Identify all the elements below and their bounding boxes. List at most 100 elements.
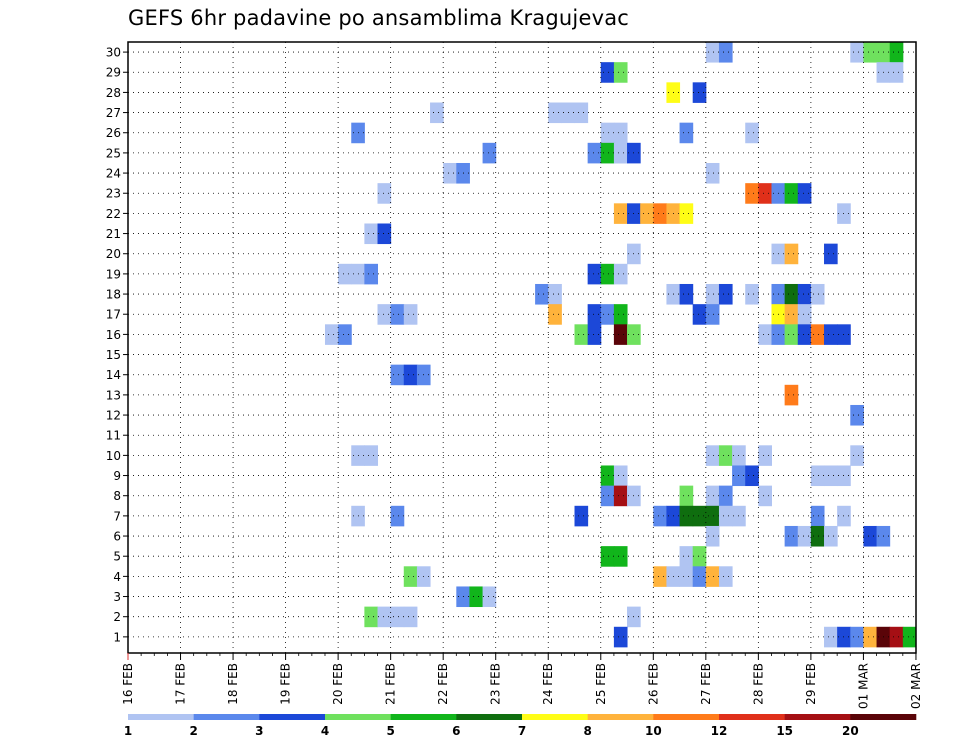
- heatmap-cell: [692, 505, 707, 527]
- heatmap-cell: [705, 505, 720, 527]
- heatmap-cell: [548, 102, 562, 124]
- legend-swatch: [850, 714, 917, 720]
- y-tick-label: 19: [106, 267, 121, 281]
- y-tick-label: 14: [106, 368, 121, 382]
- heatmap-cell: [613, 626, 628, 648]
- y-tick-label: 29: [106, 66, 121, 80]
- heatmap-cell: [653, 203, 667, 224]
- heatmap-cell: [390, 606, 405, 628]
- heatmap-cell: [377, 223, 392, 245]
- x-tick-label: 18 FEB: [226, 663, 240, 705]
- legend-swatch: [325, 714, 391, 720]
- heatmap-cell: [810, 283, 825, 305]
- heatmap-cell: [679, 546, 694, 567]
- heatmap-cell: [679, 485, 694, 507]
- heatmap-cell: [718, 566, 733, 587]
- legend-swatch: [587, 714, 654, 720]
- heatmap-cell: [863, 42, 878, 63]
- y-tick-label: 11: [106, 429, 121, 443]
- y-tick-label: 17: [106, 308, 121, 322]
- legend-swatch: [653, 714, 720, 720]
- heatmap-cell: [745, 183, 759, 204]
- heatmap-cell: [810, 465, 825, 487]
- heatmap-cell: [613, 142, 628, 164]
- heatmap-cell: [390, 304, 405, 325]
- y-tick-label: 4: [113, 570, 121, 584]
- heatmap-cell: [705, 485, 720, 507]
- heatmap-cell: [640, 203, 654, 224]
- heatmap-cell: [797, 525, 812, 547]
- legend-label: 3: [255, 724, 263, 738]
- heatmap-cell: [797, 283, 812, 305]
- x-tick-label: 02 MAR: [909, 663, 923, 709]
- heatmap-cell: [797, 304, 812, 325]
- y-tick-label: 8: [113, 489, 121, 503]
- legend-label: 6: [452, 724, 460, 738]
- heatmap-cell: [718, 505, 733, 527]
- heatmap-cell: [679, 122, 694, 144]
- y-tick-label: 26: [106, 126, 121, 140]
- heatmap-cell: [587, 324, 602, 345]
- y-tick-label: 16: [106, 328, 121, 342]
- heatmap-cell: [784, 384, 799, 406]
- heatmap-cell: [718, 485, 733, 507]
- heatmap-cell: [718, 42, 733, 63]
- heatmap-cell: [797, 324, 812, 345]
- y-tick-label: 12: [106, 409, 121, 423]
- heatmap-cell: [705, 162, 720, 184]
- heatmap-cell: [338, 324, 352, 345]
- heatmap-cell: [758, 445, 772, 466]
- heatmap-cell: [548, 304, 562, 325]
- heatmap-cell: [810, 324, 825, 345]
- x-tick-label: 24 FEB: [541, 663, 555, 705]
- heatmap-cell: [600, 485, 615, 507]
- heatmap-cell: [692, 566, 707, 587]
- heatmap-cell: [653, 505, 667, 527]
- heatmap-cell: [548, 283, 562, 305]
- x-tick-label: 29 FEB: [804, 663, 818, 705]
- heatmap-cell: [705, 304, 720, 325]
- legend-label: 8: [583, 724, 591, 738]
- heatmap-cell: [758, 485, 772, 507]
- legend-swatch: [456, 714, 523, 720]
- heatmap-cell: [679, 566, 694, 587]
- legend-label: 4: [321, 724, 329, 738]
- heatmap-cell: [889, 42, 904, 63]
- heatmap-cell: [613, 203, 628, 224]
- x-tick-label: 28 FEB: [751, 663, 765, 705]
- y-tick-label: 24: [106, 167, 121, 181]
- colorbar-legend: 1 2 3 4 5 6 7 8 10 12 15 20: [124, 714, 917, 738]
- heatmap-cell: [600, 304, 615, 325]
- x-tick-label: 20 FEB: [331, 663, 345, 705]
- grid-lines: [128, 42, 916, 653]
- y-tick-label: 2: [113, 610, 121, 624]
- heatmap-cell: [784, 525, 799, 547]
- chart-title: GEFS 6hr padavine po ansamblima Kragujev…: [128, 6, 630, 30]
- legend-label: 2: [189, 724, 197, 738]
- heatmap-cell: [705, 525, 720, 547]
- legend-swatch: [719, 714, 785, 720]
- y-tick-label: 20: [106, 247, 121, 261]
- heatmap-cell: [797, 183, 812, 204]
- legend-label: 10: [645, 724, 662, 738]
- x-tick-label: 25 FEB: [594, 663, 608, 705]
- y-tick-label: 22: [106, 207, 121, 221]
- heatmap-cell: [364, 445, 379, 466]
- heatmap-cell: [824, 243, 838, 265]
- heatmap-cell: [600, 62, 615, 83]
- heatmap-cell: [364, 263, 379, 285]
- y-tick-label: 6: [113, 530, 121, 544]
- heatmap-cell: [889, 62, 904, 83]
- y-tick-label: 27: [106, 106, 121, 120]
- y-tick-label: 5: [113, 550, 121, 564]
- heatmap-cell: [889, 626, 904, 648]
- heatmap-cell: [745, 283, 759, 305]
- legend-label: 7: [518, 724, 526, 738]
- heatmap-cell: [718, 283, 733, 305]
- heatmap-cell: [784, 183, 799, 204]
- heatmap-cell: [613, 122, 628, 144]
- y-tick-label: 18: [106, 288, 121, 302]
- x-axis: 16 FEB 17 FEB 18 FEB 19 FEB 20 FEB 21 FEB 22 F…: [121, 653, 923, 709]
- heatmap-cell: [613, 465, 628, 487]
